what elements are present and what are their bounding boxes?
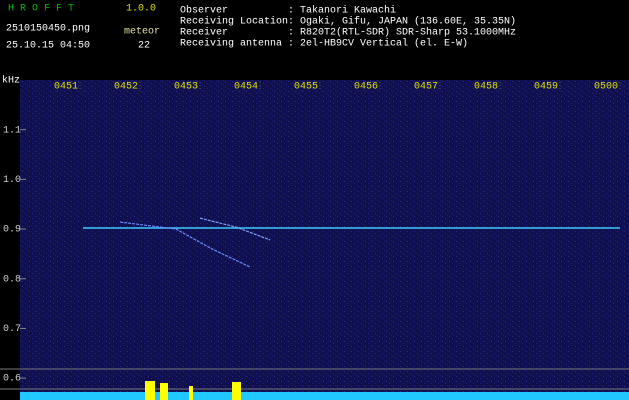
signal-peak: [232, 382, 241, 400]
x-tick-label: 0456: [354, 82, 378, 93]
count-label: meteor: [124, 27, 160, 38]
y-tick-label: 1.0: [3, 175, 21, 186]
trace: [120, 221, 251, 268]
y-tick-label: 0.9: [3, 225, 21, 236]
info-label: Receiving antenna: [180, 38, 282, 50]
x-tick-label: 0457: [414, 82, 438, 93]
info-value: : 2el-HB9CV Vertical (el. E-W): [288, 38, 468, 50]
x-tick-label: 0454: [234, 82, 258, 93]
info-label: Observer: [180, 5, 228, 17]
x-tick-label: 0459: [534, 82, 558, 93]
info-label: Receiving Location: [180, 16, 288, 28]
info-value: : Takanori Kawachi: [288, 5, 396, 17]
y-axis-label: kHz: [2, 75, 20, 87]
y-tick-label: 0.7: [3, 324, 21, 335]
signal-peak: [145, 381, 155, 400]
x-tick-label: 0500: [594, 82, 618, 93]
y-tick-label: 1.1: [3, 125, 21, 136]
app-name: H R O F F T: [8, 4, 74, 15]
version: 1.0.0: [126, 4, 156, 15]
info-label: Receiver: [180, 27, 228, 39]
signal-peak: [160, 383, 168, 400]
info-value: : R820T2(RTL-SDR) SDR-Sharp 53.1000MHz: [288, 27, 516, 39]
y-tick-label: 0.6: [3, 374, 21, 385]
y-tick-label: 0.8: [3, 274, 21, 285]
x-tick-label: 0455: [294, 82, 318, 93]
count: 22: [138, 41, 150, 52]
timestamp: 25.10.15 04:50: [6, 41, 90, 52]
x-tick-label: 0451: [54, 82, 78, 93]
x-tick-label: 0452: [114, 82, 138, 93]
spectrogram-background: [20, 80, 629, 395]
info-value: : Ogaki, Gifu, JAPAN (136.60E, 35.35N): [288, 16, 516, 28]
trace: [199, 217, 271, 241]
signal-strip: [20, 392, 629, 400]
x-tick-label: 0453: [174, 82, 198, 93]
x-tick-label: 0458: [474, 82, 498, 93]
signal-peak: [189, 386, 193, 400]
file-name: 2510150450.png: [6, 24, 90, 35]
